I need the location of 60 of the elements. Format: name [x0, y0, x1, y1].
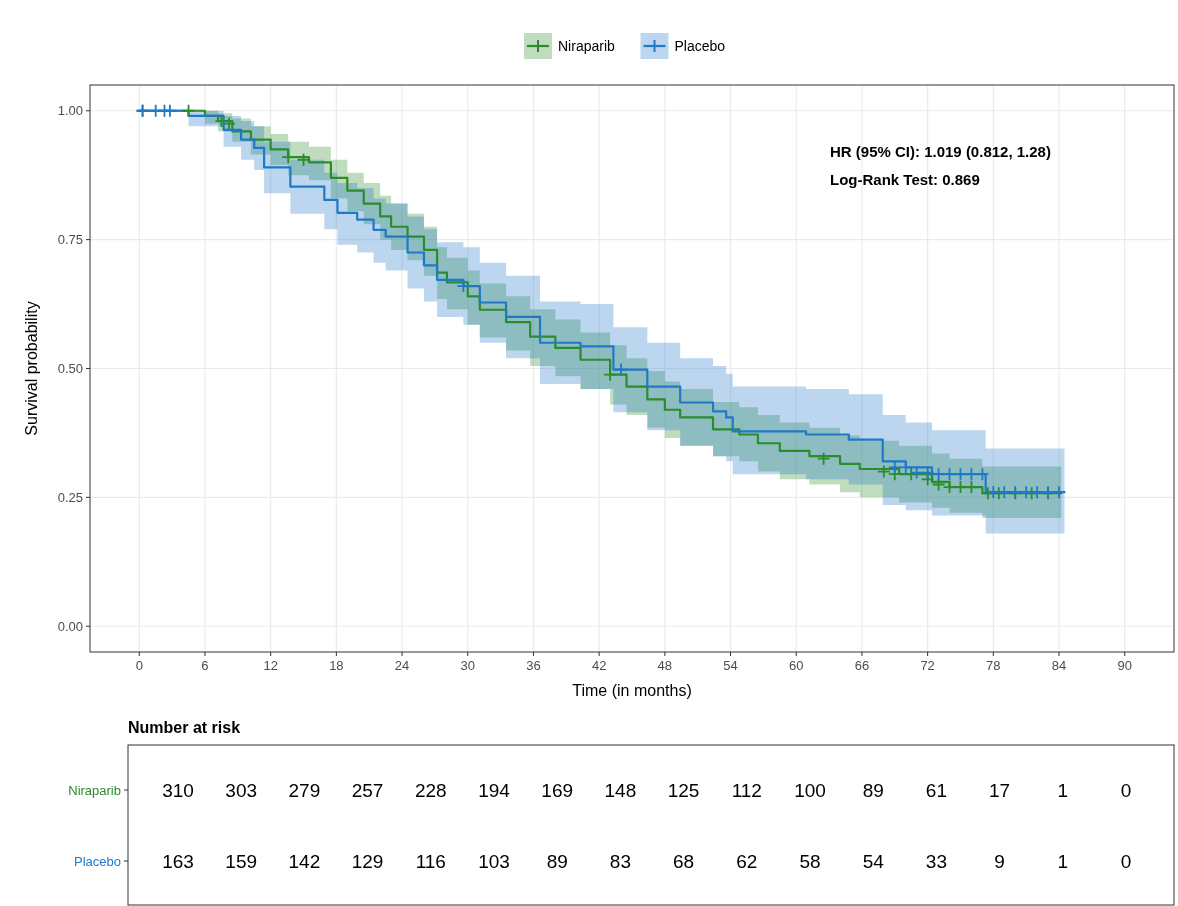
data-label: 9 [994, 851, 1005, 872]
data-label: 54 [862, 851, 885, 872]
data-label: 89 [862, 780, 884, 801]
x-tick-label: 24 [394, 658, 410, 673]
y-tick-label: 0.75 [57, 232, 83, 248]
data-label: 148 [604, 780, 637, 801]
x-axis-title: Time (in months) [572, 682, 692, 699]
data-label: 0 [1120, 780, 1132, 801]
x-tick-label: 42 [591, 658, 607, 673]
data-label: 310 [162, 780, 194, 801]
data-label: 1 [1057, 780, 1069, 801]
x-tick-label: 90 [1117, 658, 1132, 673]
x-tick-label: 48 [657, 658, 673, 673]
data-label: 112 [731, 780, 762, 801]
data-label: 58 [799, 851, 821, 872]
x-tick-label: 30 [460, 658, 475, 673]
x-tick-label: 0 [135, 658, 143, 673]
x-tick-label: 60 [789, 658, 804, 673]
data-label: 33 [925, 851, 947, 872]
x-tick-label: 36 [526, 658, 541, 673]
x-tick-label: 66 [854, 658, 870, 673]
legend-label: Niraparib [558, 38, 616, 54]
x-tick-label: 12 [263, 658, 278, 673]
x-tick-label: 18 [329, 658, 344, 673]
x-tick-label: 72 [920, 658, 935, 673]
data-label: 89 [546, 851, 568, 872]
data-label: 228 [414, 780, 447, 801]
data-label: 129 [351, 851, 384, 872]
x-tick-label: 84 [1051, 658, 1067, 673]
data-label: 61 [925, 780, 947, 801]
y-tick-label: 0.00 [57, 618, 83, 634]
data-label: 62 [736, 851, 758, 872]
y-tick-label: 0.50 [57, 361, 83, 376]
data-label: 142 [288, 851, 321, 872]
legend-label: Placebo [674, 38, 726, 54]
data-label: 83 [609, 851, 631, 872]
data-label: 257 [351, 780, 384, 801]
data-label: 163 [162, 851, 194, 872]
data-label: 68 [673, 851, 695, 872]
data-label: 1 [1057, 851, 1069, 872]
x-tick-label: 78 [986, 658, 1001, 673]
data-label: 303 [225, 780, 258, 801]
y-axis-title: Survival probability [23, 301, 40, 436]
y-tick-label: 1.00 [57, 103, 83, 119]
x-tick-label: 54 [723, 658, 738, 673]
data-label: 194 [478, 780, 511, 801]
data-label: 116 [415, 851, 446, 872]
data-label: 279 [288, 780, 321, 801]
x-tick-label: 6 [201, 658, 209, 673]
chart-title: Number at risk [128, 719, 241, 736]
annotation: Log-Rank Test: 0.869 [830, 171, 980, 188]
data-label: 17 [989, 780, 1011, 801]
y-tick-label: 0.25 [57, 489, 83, 505]
data-label: 103 [478, 851, 510, 872]
data-label: 159 [225, 851, 258, 872]
data-label: 169 [541, 780, 574, 801]
annotation: HR (95% CI): 1.019 (0.812, 1.28) [830, 143, 1051, 160]
data-label: 125 [667, 780, 700, 801]
data-label: 100 [794, 780, 826, 801]
data-label: 0 [1120, 851, 1132, 872]
